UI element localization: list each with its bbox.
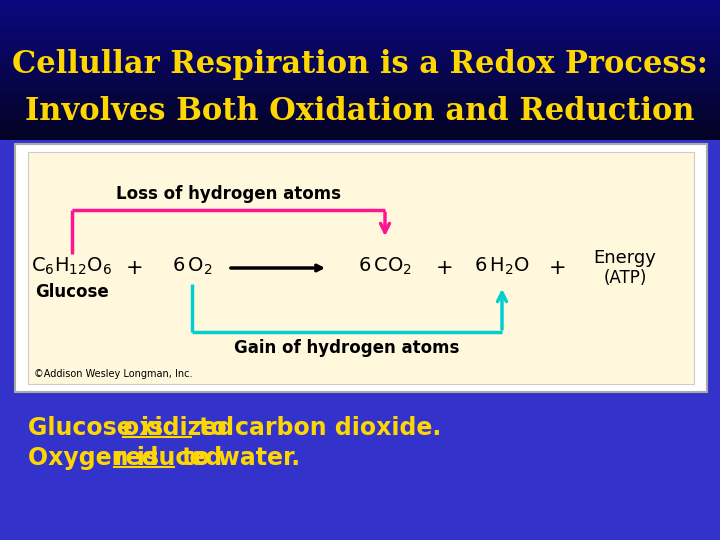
Text: Loss of hydrogen atoms: Loss of hydrogen atoms xyxy=(116,185,341,203)
Text: Involves Both Oxidation and Reduction: Involves Both Oxidation and Reduction xyxy=(25,97,695,127)
Text: +: + xyxy=(126,258,144,278)
Bar xyxy=(0,104,720,109)
Bar xyxy=(0,108,720,112)
Text: $\mathsf{6\,CO_2}$: $\mathsf{6\,CO_2}$ xyxy=(358,255,412,276)
Bar xyxy=(0,22,720,26)
Text: to water.: to water. xyxy=(174,446,300,470)
Text: Energy: Energy xyxy=(593,249,657,267)
Bar xyxy=(0,63,720,68)
Text: Oxygen is: Oxygen is xyxy=(28,446,167,470)
Bar xyxy=(0,141,720,146)
Bar xyxy=(0,85,720,90)
Bar xyxy=(0,111,720,116)
Text: reduced: reduced xyxy=(114,446,222,470)
Bar xyxy=(0,44,720,49)
Bar xyxy=(0,3,720,8)
Bar xyxy=(0,145,720,150)
Bar xyxy=(0,97,720,102)
Bar xyxy=(0,82,720,86)
Text: ©Addison Wesley Longman, Inc.: ©Addison Wesley Longman, Inc. xyxy=(34,369,192,379)
Bar xyxy=(0,130,720,135)
Text: $\mathsf{C_6H_{12}O_6}$: $\mathsf{C_6H_{12}O_6}$ xyxy=(32,255,112,276)
Text: +: + xyxy=(436,258,454,278)
Bar xyxy=(0,25,720,30)
Bar xyxy=(0,14,720,19)
Bar xyxy=(0,37,720,41)
Bar xyxy=(0,0,720,4)
Bar xyxy=(0,138,720,143)
Bar xyxy=(0,10,720,15)
Bar xyxy=(0,93,720,98)
Text: $\mathsf{6\,H_2O}$: $\mathsf{6\,H_2O}$ xyxy=(474,255,530,276)
Bar xyxy=(0,59,720,64)
Bar xyxy=(0,18,720,23)
Bar xyxy=(0,119,720,124)
Bar xyxy=(0,40,720,45)
Text: +: + xyxy=(549,258,567,278)
Bar xyxy=(0,29,720,33)
Text: Cellullar Respiration is a Redox Process:: Cellullar Respiration is a Redox Process… xyxy=(12,49,708,79)
Bar xyxy=(0,134,720,139)
Text: Gain of hydrogen atoms: Gain of hydrogen atoms xyxy=(234,339,459,357)
Bar xyxy=(0,140,720,540)
Bar xyxy=(0,51,720,56)
Text: to carbon dioxide.: to carbon dioxide. xyxy=(192,416,441,440)
Bar xyxy=(15,144,707,392)
Bar xyxy=(0,89,720,94)
Text: (ATP): (ATP) xyxy=(603,269,647,287)
Bar xyxy=(0,48,720,52)
Text: $\mathsf{6\,O_2}$: $\mathsf{6\,O_2}$ xyxy=(172,255,212,276)
Bar xyxy=(0,6,720,11)
Bar xyxy=(0,55,720,60)
Text: oxidized: oxidized xyxy=(122,416,234,440)
Bar xyxy=(0,123,720,127)
Bar xyxy=(0,66,720,71)
Bar xyxy=(0,115,720,120)
Bar xyxy=(28,152,694,384)
Bar xyxy=(0,100,720,105)
Bar xyxy=(0,78,720,83)
Bar xyxy=(0,33,720,37)
Bar xyxy=(0,74,720,79)
Bar xyxy=(0,70,720,75)
Text: Glucose: Glucose xyxy=(35,283,109,301)
Text: Glucose is: Glucose is xyxy=(28,416,171,440)
Bar xyxy=(0,126,720,131)
